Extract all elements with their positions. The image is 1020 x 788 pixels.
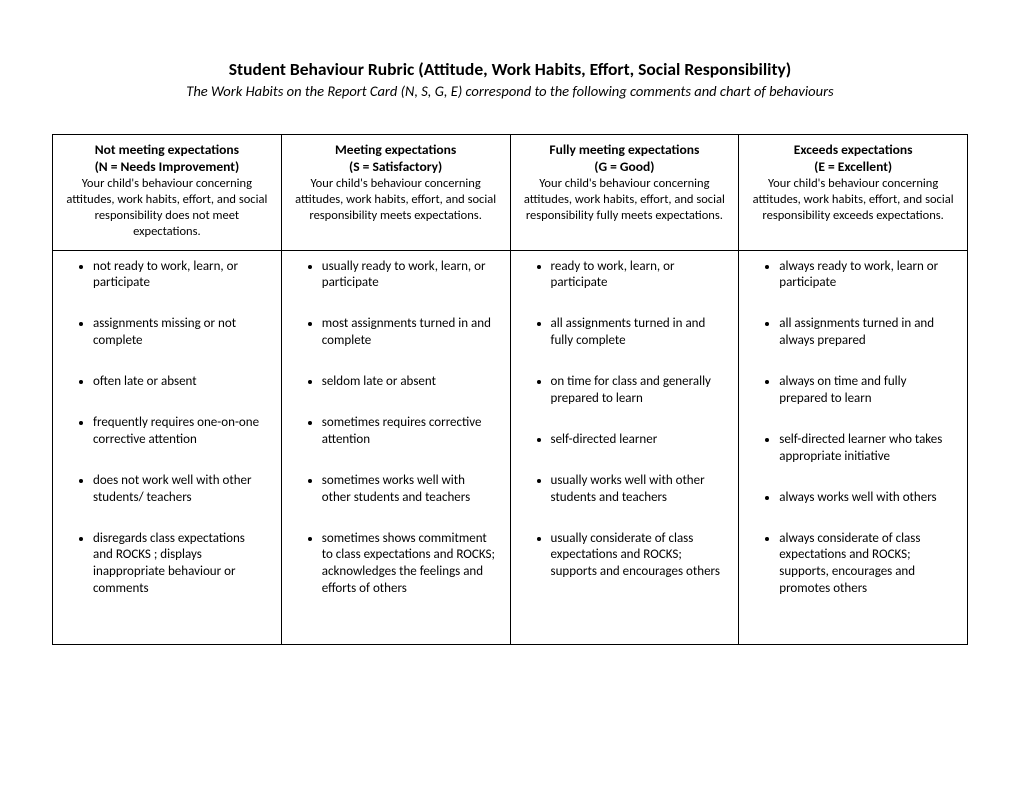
rubric-cell: not ready to work, learn, or participate… (53, 250, 282, 645)
column-header: Fully meeting expectations (G = Good) Yo… (510, 135, 739, 251)
column-header-desc: Your child's behaviour concerning attitu… (63, 176, 271, 240)
list-item: sometimes works well with other students… (322, 473, 504, 507)
list-item: most assignments turned in and complete (322, 316, 504, 350)
list-item: all assignments turned in and fully comp… (551, 316, 733, 350)
list-item: always ready to work, learn or participa… (779, 259, 961, 293)
list-item: always works well with others (779, 490, 961, 507)
column-header-desc: Your child's behaviour concerning attitu… (521, 176, 729, 224)
list-item: self-directed learner (551, 432, 733, 449)
column-header: Exceeds expectations (E = Excellent) You… (739, 135, 968, 251)
list-item: usually ready to work, learn, or partici… (322, 259, 504, 293)
rubric-cell: usually ready to work, learn, or partici… (281, 250, 510, 645)
list-item: on time for class and generally prepared… (551, 374, 733, 408)
rubric-table: Not meeting expectations (N = Needs Impr… (52, 134, 968, 645)
rubric-cell: always ready to work, learn or participa… (739, 250, 968, 645)
list-item: seldom late or absent (322, 374, 504, 391)
rubric-cell: ready to work, learn, or participate all… (510, 250, 739, 645)
table-body-row: not ready to work, learn, or participate… (53, 250, 968, 645)
list-item: assignments missing or not complete (93, 316, 275, 350)
list-item: usually works well with other students a… (551, 473, 733, 507)
column-header-code: (S = Satisfactory) (292, 158, 500, 175)
list-item: ready to work, learn, or participate (551, 259, 733, 293)
column-header-desc: Your child's behaviour concerning attitu… (749, 176, 957, 224)
list-item: always on time and fully prepared to lea… (779, 374, 961, 408)
list-item: not ready to work, learn, or participate (93, 259, 275, 293)
column-header: Meeting expectations (S = Satisfactory) … (281, 135, 510, 251)
list-item: all assignments turned in and always pre… (779, 316, 961, 350)
behaviour-list: not ready to work, learn, or participate… (59, 259, 275, 599)
page-subtitle: The Work Habits on the Report Card (N, S… (52, 82, 968, 100)
column-header-desc: Your child's behaviour concerning attitu… (292, 176, 500, 224)
behaviour-list: always ready to work, learn or participa… (745, 259, 961, 599)
column-header-title: Fully meeting expectations (521, 141, 729, 158)
list-item: sometimes shows commitment to class expe… (322, 531, 504, 599)
column-header-code: (E = Excellent) (749, 158, 957, 175)
list-item: often late or absent (93, 374, 275, 391)
document-page: Student Behaviour Rubric (Attitude, Work… (0, 0, 1020, 685)
behaviour-list: ready to work, learn, or participate all… (517, 259, 733, 582)
list-item: self-directed learner who takes appropri… (779, 432, 961, 466)
table-header-row: Not meeting expectations (N = Needs Impr… (53, 135, 968, 251)
list-item: disregards class expectations and ROCKS … (93, 531, 275, 599)
list-item: frequently requires one-on-one correctiv… (93, 415, 275, 449)
list-item: does not work well with other students/ … (93, 473, 275, 507)
column-header-title: Meeting expectations (292, 141, 500, 158)
list-item: sometimes requires corrective attention (322, 415, 504, 449)
page-title: Student Behaviour Rubric (Attitude, Work… (52, 58, 968, 80)
column-header: Not meeting expectations (N = Needs Impr… (53, 135, 282, 251)
column-header-code: (N = Needs Improvement) (63, 158, 271, 175)
column-header-code: (G = Good) (521, 158, 729, 175)
behaviour-list: usually ready to work, learn, or partici… (288, 259, 504, 599)
list-item: usually considerate of class expectation… (551, 531, 733, 582)
list-item: always considerate of class expectations… (779, 531, 961, 599)
column-header-title: Not meeting expectations (63, 141, 271, 158)
column-header-title: Exceeds expectations (749, 141, 957, 158)
